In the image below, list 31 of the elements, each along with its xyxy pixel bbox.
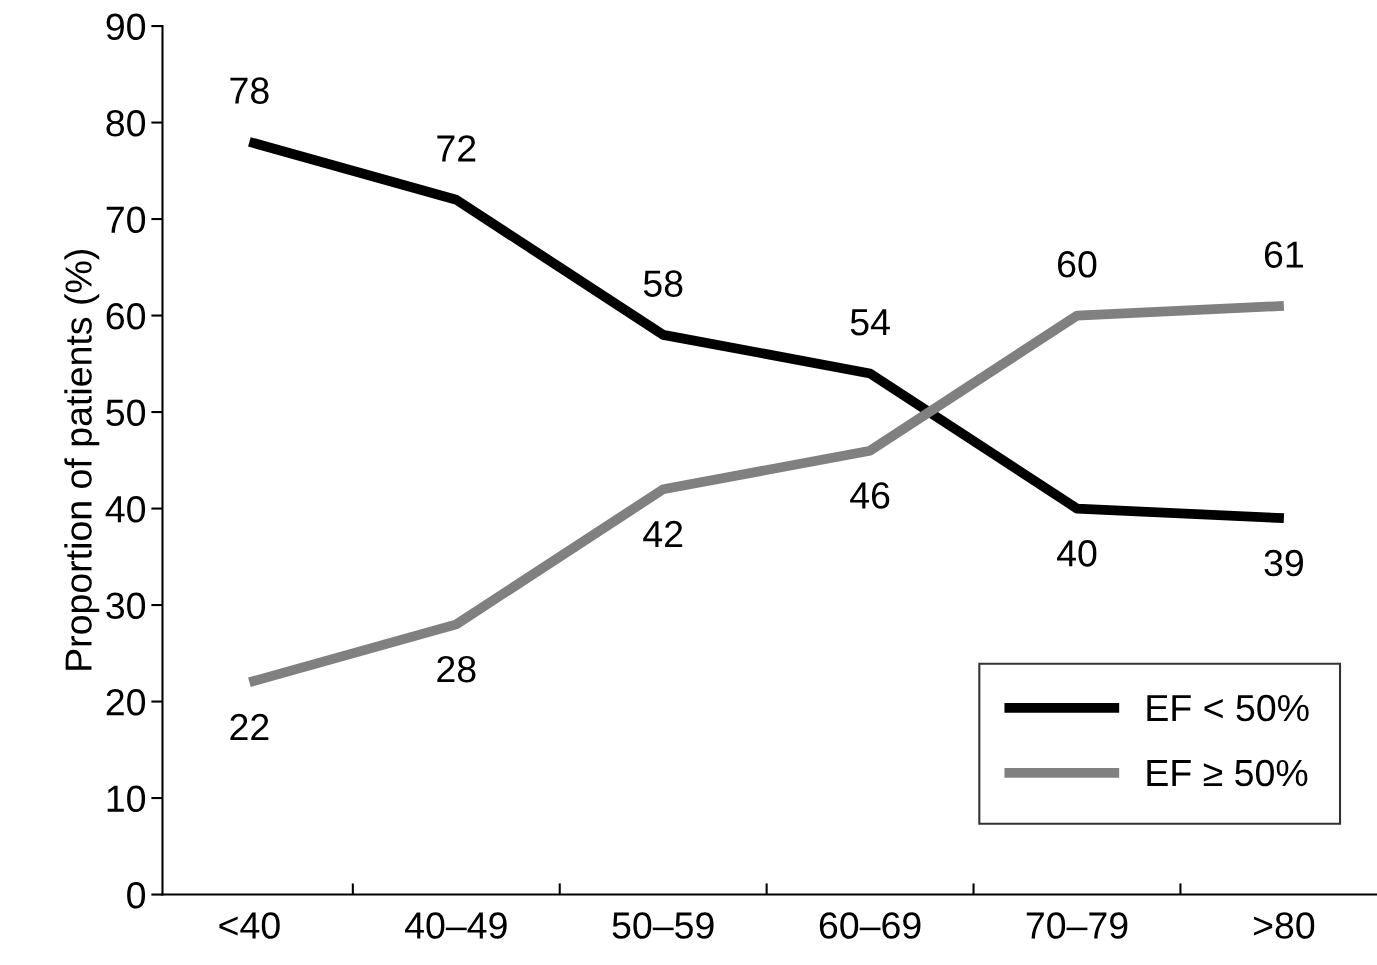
data-label: 58: [643, 270, 683, 297]
data-label: 72: [437, 135, 476, 162]
x-tick-label: 50–59: [612, 912, 714, 939]
data-label: 42: [643, 520, 683, 547]
legend-label: EF < 50%: [1147, 694, 1309, 722]
y-axis-title: Proportion of patients (%): [64, 250, 100, 670]
data-label: 78: [230, 77, 269, 104]
y-tick-label: 40: [105, 495, 146, 523]
y-tick-label: 60: [106, 302, 146, 330]
data-label: 40: [1057, 540, 1097, 567]
x-tick-label: 70–79: [1026, 912, 1128, 939]
y-tick-label: 0: [127, 881, 146, 909]
y-tick-label: 80: [106, 109, 146, 137]
x-tick-label: >80: [1253, 912, 1315, 939]
data-label: 54: [850, 309, 890, 336]
data-label: 28: [437, 655, 476, 683]
data-label: 46: [850, 482, 890, 509]
y-tick-label: 90: [106, 13, 146, 41]
y-tick-label: 30: [106, 592, 146, 620]
y-tick-label: 10: [107, 785, 146, 813]
x-tick-label: 40–49: [405, 912, 507, 939]
y-tick-label: 50: [106, 399, 146, 427]
data-label: 61: [1264, 241, 1303, 268]
data-label: 39: [1264, 549, 1303, 577]
x-tick-label: 60–69: [819, 912, 921, 939]
y-tick-label: 20: [106, 688, 146, 716]
x-tick-label: <40: [219, 912, 280, 939]
data-label: 60: [1058, 251, 1097, 278]
legend-label: EF ≥ 50%: [1147, 759, 1308, 787]
data-label: 22: [230, 713, 269, 740]
y-tick-label: 70: [106, 206, 146, 234]
